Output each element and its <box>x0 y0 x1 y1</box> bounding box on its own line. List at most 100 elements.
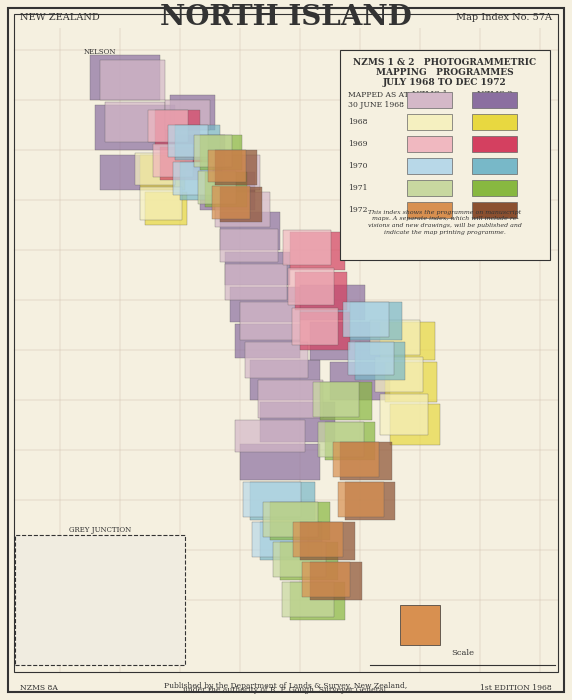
Bar <box>290 582 345 620</box>
Bar <box>282 582 334 617</box>
Bar <box>300 312 350 350</box>
Bar <box>340 442 392 480</box>
Bar <box>472 114 517 130</box>
Bar <box>472 181 517 196</box>
Bar <box>220 188 262 223</box>
Bar <box>375 357 423 392</box>
Bar <box>15 535 185 665</box>
Text: NELSON: NELSON <box>84 48 116 57</box>
Bar <box>243 482 301 517</box>
Bar <box>235 420 305 452</box>
Bar <box>313 382 359 417</box>
Text: NZMS 8A: NZMS 8A <box>20 684 58 692</box>
Bar <box>407 92 452 108</box>
Bar <box>194 135 232 167</box>
Bar <box>225 265 287 300</box>
Bar <box>380 394 428 435</box>
Bar <box>472 92 517 108</box>
Text: NZMS 2: NZMS 2 <box>477 90 513 99</box>
Bar <box>250 360 320 400</box>
Text: 1972: 1972 <box>348 206 367 214</box>
Bar <box>407 136 452 153</box>
Bar <box>300 522 355 560</box>
Bar <box>235 324 300 358</box>
Bar <box>370 320 420 355</box>
Bar <box>90 55 160 100</box>
Bar <box>310 562 362 600</box>
Bar <box>472 202 517 218</box>
Bar <box>318 422 364 457</box>
Bar <box>260 522 322 560</box>
Text: NZMS 1 & 2   PHOTOGRAMMETRIC: NZMS 1 & 2 PHOTOGRAMMETRIC <box>353 58 537 67</box>
Bar <box>245 342 308 378</box>
Bar <box>348 342 394 375</box>
Bar <box>210 155 260 190</box>
Bar <box>407 202 452 218</box>
Bar <box>288 268 334 305</box>
Bar <box>240 444 320 480</box>
Text: GREY JUNCTION: GREY JUNCTION <box>69 526 131 534</box>
Text: 1971: 1971 <box>348 184 367 192</box>
Bar <box>168 125 208 158</box>
Bar <box>208 150 246 182</box>
Bar <box>350 302 402 340</box>
Bar <box>140 155 185 190</box>
Text: Published by the Department of Lands & Survey, New Zealand,: Published by the Department of Lands & S… <box>164 682 408 690</box>
Bar <box>215 150 257 186</box>
Bar <box>407 158 452 174</box>
Bar <box>407 181 452 196</box>
Text: 1968: 1968 <box>348 118 367 126</box>
Bar <box>153 144 193 177</box>
Bar <box>407 114 452 130</box>
Bar <box>220 212 280 251</box>
Bar <box>302 562 350 597</box>
Text: NEW ZEALAND: NEW ZEALAND <box>20 13 100 22</box>
Bar <box>105 102 165 142</box>
Bar <box>212 186 250 219</box>
Bar <box>385 362 437 402</box>
Bar <box>330 362 390 400</box>
Bar <box>338 482 384 517</box>
Bar <box>200 135 242 170</box>
Bar <box>155 111 200 146</box>
Bar <box>135 153 175 186</box>
Bar <box>280 542 338 580</box>
Text: JULY 1968 TO DEC 1972: JULY 1968 TO DEC 1972 <box>383 78 507 87</box>
Bar <box>173 162 213 195</box>
Bar <box>250 482 315 520</box>
Bar <box>148 111 188 142</box>
Bar <box>175 135 225 170</box>
Bar <box>310 322 380 360</box>
Text: MAPPED AS AT
30 JUNE 1968: MAPPED AS AT 30 JUNE 1968 <box>348 92 409 109</box>
Bar <box>283 230 331 265</box>
Bar <box>8 8 564 29</box>
Bar <box>100 60 165 100</box>
Bar <box>160 147 202 181</box>
Bar <box>325 422 375 460</box>
Bar <box>170 95 215 130</box>
Text: MAPPING   PROGRAMMES: MAPPING PROGRAMMES <box>376 68 514 77</box>
Bar <box>220 230 278 262</box>
Bar <box>215 193 270 228</box>
Bar <box>293 522 343 557</box>
Bar <box>355 342 405 380</box>
Bar <box>290 232 345 270</box>
Bar <box>175 125 220 160</box>
Text: Map Index No. 57A: Map Index No. 57A <box>456 13 552 22</box>
Bar <box>205 172 247 207</box>
Bar <box>333 442 379 477</box>
Bar <box>230 287 300 322</box>
Bar <box>165 100 210 130</box>
Bar <box>472 136 517 153</box>
Bar <box>263 502 318 537</box>
Bar <box>145 193 187 225</box>
Text: NZMS 1: NZMS 1 <box>412 90 448 99</box>
Bar <box>180 162 222 200</box>
Text: This index shows the programme on manuscript
maps. A separate index, which will : This index shows the programme on manusc… <box>368 210 522 235</box>
Bar <box>198 172 236 204</box>
Text: Scale: Scale <box>451 649 474 657</box>
Bar <box>345 482 395 520</box>
Bar <box>258 380 323 418</box>
Bar <box>472 158 517 174</box>
Bar <box>400 605 440 645</box>
